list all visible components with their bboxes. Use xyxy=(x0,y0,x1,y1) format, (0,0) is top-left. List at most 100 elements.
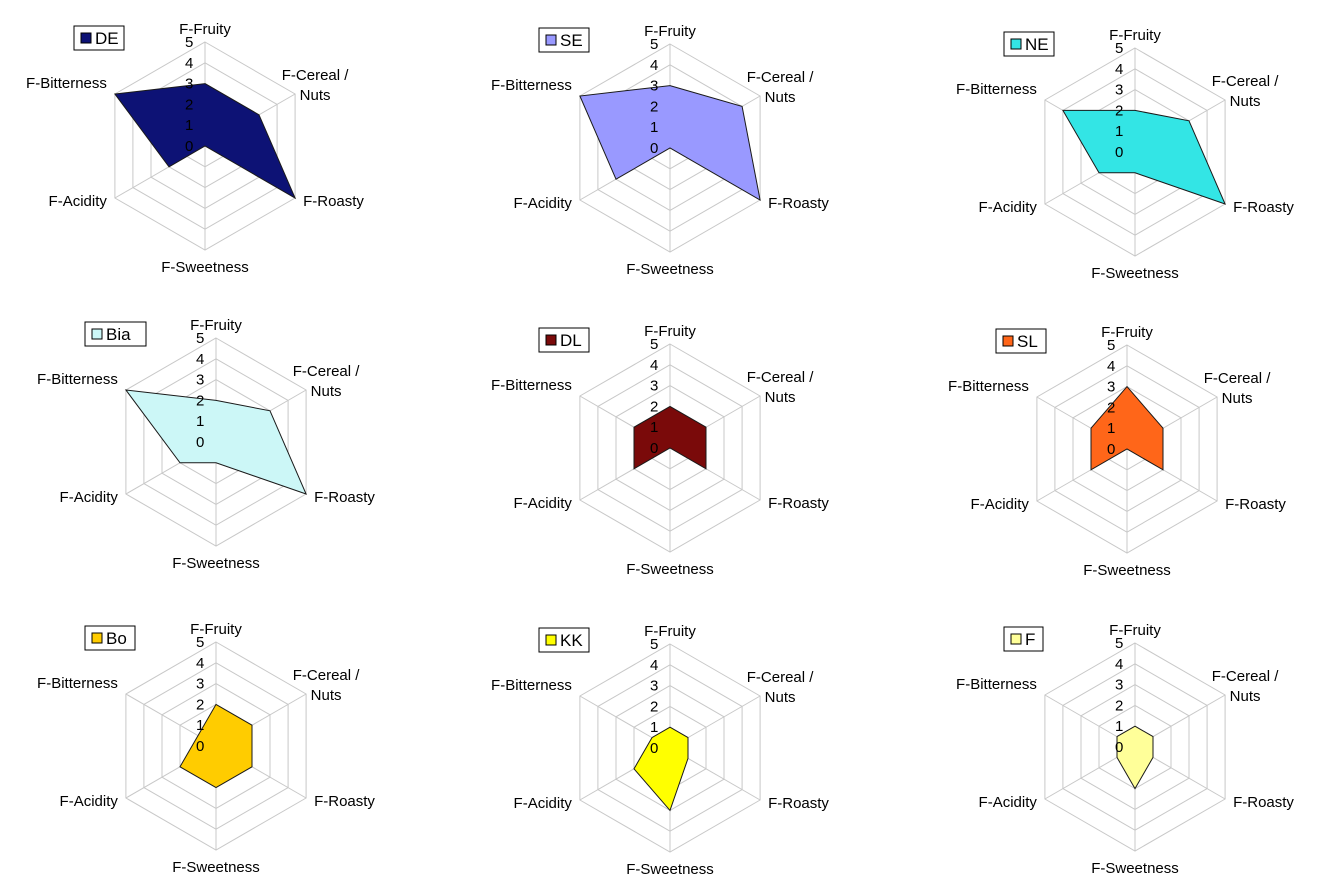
tick-label: 3 xyxy=(650,378,658,395)
tick-label: 0 xyxy=(1115,144,1123,161)
axis-label: F-Roasty xyxy=(768,795,829,812)
axis-label: F-Bitterness xyxy=(37,675,118,692)
axis-label: F-Acidity xyxy=(514,795,573,812)
legend: SL xyxy=(995,328,1047,354)
tick-label: 0 xyxy=(185,138,193,155)
axis-label: F-Cereal / Nuts xyxy=(1212,73,1280,110)
legend-swatch xyxy=(1010,633,1022,645)
radar-chart-bo: 0 1 2 3 4 5F-Fruity F-Cereal / Nuts F-Roasty F-Sw… xyxy=(37,621,375,876)
tick-label: 1 xyxy=(196,413,204,430)
legend-label: SL xyxy=(1017,332,1038,351)
axis-label: F-Roasty xyxy=(314,489,375,506)
tick-label: 1 xyxy=(1115,718,1123,735)
axis-label: F-Bitterness xyxy=(956,81,1037,98)
legend-swatch xyxy=(91,632,103,644)
axis-label: F-Sweetness xyxy=(1091,860,1179,877)
legend: NE xyxy=(1003,31,1055,57)
axis-label: F-Bitterness xyxy=(948,378,1029,395)
tick-label: 5 xyxy=(1115,635,1123,652)
tick-label: 4 xyxy=(1107,358,1115,375)
series-area xyxy=(179,703,253,789)
tick-label: 4 xyxy=(185,55,193,72)
legend: SE xyxy=(538,27,590,53)
legend: KK xyxy=(538,627,590,653)
tick-label: 1 xyxy=(1107,420,1115,437)
axis-label: F-Acidity xyxy=(514,195,573,212)
axis-label: F-Cereal / Nuts xyxy=(282,67,350,104)
axis-label: F-Fruity xyxy=(644,623,696,640)
tick-label: 4 xyxy=(196,655,204,672)
axis-label: F-Cereal / Nuts xyxy=(293,363,361,400)
tick-label: 3 xyxy=(185,76,193,93)
axis-label: F-Sweetness xyxy=(1083,562,1171,579)
axis-label: F-Cereal / Nuts xyxy=(1204,370,1272,407)
legend-label: F xyxy=(1025,630,1035,649)
legend-label: Bo xyxy=(106,629,127,648)
tick-label: 4 xyxy=(1115,656,1123,673)
axis-label: F-Fruity xyxy=(1109,622,1161,639)
axis-label: F-Fruity xyxy=(190,621,242,638)
radar-chart-sl: 0 1 2 3 4 5F-Fruity F-Cereal / Nuts F-Roasty F-Sw… xyxy=(948,324,1286,579)
tick-label: 3 xyxy=(1115,677,1123,694)
axis-label: F-Fruity xyxy=(644,23,696,40)
tick-label: 3 xyxy=(650,678,658,695)
axis-label: F-Bitterness xyxy=(491,677,572,694)
radar-chart-ne: 0 1 2 3 4 5F-Fruity F-Cereal / Nuts F-Roasty F-Sw… xyxy=(956,27,1294,282)
tick-label: 2 xyxy=(1115,102,1123,119)
legend-box xyxy=(84,625,136,651)
tick-label: 0 xyxy=(1115,739,1123,756)
series-area xyxy=(1062,109,1227,205)
axis-label: F-Sweetness xyxy=(626,261,714,278)
axis-label: F-Roasty xyxy=(303,193,364,210)
axis-label: F-Bitterness xyxy=(491,377,572,394)
legend-label: KK xyxy=(560,631,583,650)
axis-label: F-Sweetness xyxy=(172,555,260,572)
axis-label: F-Bitterness xyxy=(26,75,107,92)
axis-label: F-Fruity xyxy=(1109,27,1161,44)
axis-label: F-Roasty xyxy=(768,195,829,212)
tick-label: 1 xyxy=(650,119,658,136)
axis-label: F-Acidity xyxy=(60,793,119,810)
tick-label: 2 xyxy=(650,98,658,115)
tick-label: 2 xyxy=(185,96,193,113)
series-area xyxy=(579,85,761,201)
axis-label: F-Cereal / Nuts xyxy=(1212,668,1280,705)
tick-label: 5 xyxy=(650,36,658,53)
axis-label: F-Roasty xyxy=(1233,199,1294,216)
tick-label: 2 xyxy=(196,696,204,713)
series-area xyxy=(1090,385,1164,471)
tick-label: 2 xyxy=(1115,697,1123,714)
tick-label: 1 xyxy=(1115,123,1123,140)
tick-label: 4 xyxy=(650,657,658,674)
legend-label: SE xyxy=(560,31,583,50)
tick-label: 1 xyxy=(185,117,193,134)
tick-label: 5 xyxy=(1107,337,1115,354)
radar-chart-dl: 0 1 2 3 4 5F-Fruity F-Cereal / Nuts F-Roasty F-Sw… xyxy=(491,323,829,578)
axis-label: F-Bitterness xyxy=(491,77,572,94)
legend-swatch xyxy=(545,334,557,346)
axis-label: F-Acidity xyxy=(979,199,1038,216)
axis-label: F-Roasty xyxy=(1233,794,1294,811)
legend-label: Bia xyxy=(106,325,131,344)
tick-label: 5 xyxy=(185,34,193,51)
axis-label: F-Acidity xyxy=(60,489,119,506)
axis-label: F-Roasty xyxy=(314,793,375,810)
axis-label: F-Fruity xyxy=(644,323,696,340)
tick-label: 0 xyxy=(650,440,658,457)
tick-label: 2 xyxy=(196,392,204,409)
legend: DE xyxy=(73,25,125,51)
tick-label: 2 xyxy=(1107,399,1115,416)
axis-label: F-Cereal / Nuts xyxy=(747,69,815,106)
legend: Bo xyxy=(84,625,136,651)
tick-label: 4 xyxy=(650,57,658,74)
axis-label: F-Cereal / Nuts xyxy=(747,669,815,706)
legend: Bia xyxy=(84,321,147,347)
axis-label: F-Bitterness xyxy=(37,371,118,388)
tick-label: 4 xyxy=(196,351,204,368)
tick-label: 1 xyxy=(650,419,658,436)
axis-label: F-Acidity xyxy=(514,495,573,512)
axis-label: F-Sweetness xyxy=(161,259,249,276)
legend-swatch xyxy=(545,34,557,46)
tick-label: 4 xyxy=(650,357,658,374)
tick-label: 3 xyxy=(650,78,658,95)
